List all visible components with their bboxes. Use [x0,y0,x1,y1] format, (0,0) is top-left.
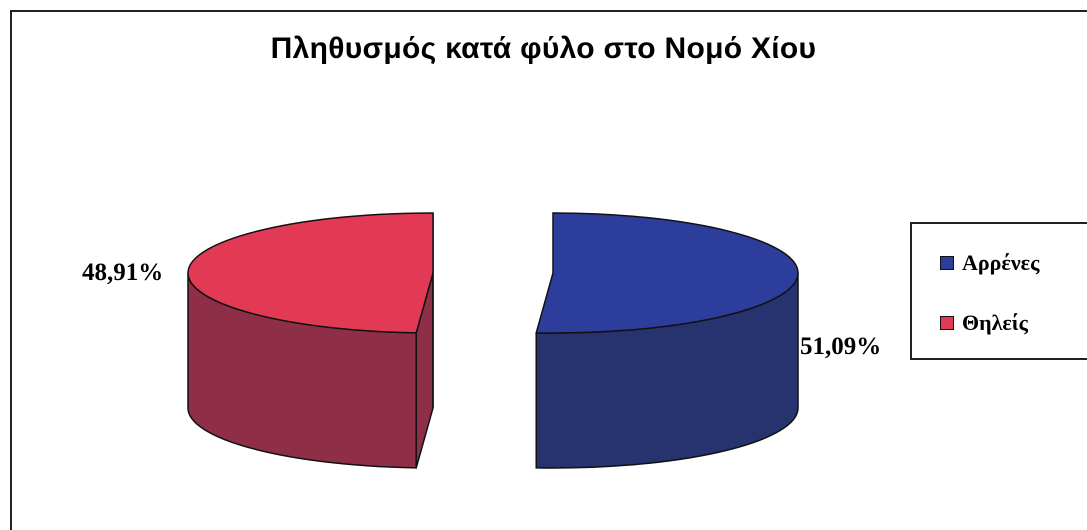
pie-slice-arrenes [535,212,799,469]
pie-top-arrenes [535,212,799,334]
legend-item-theleis: Θηλείς [940,310,1028,336]
chart-frame [10,10,1087,530]
legend-swatch-theleis [940,316,954,330]
legend: Αρρένες Θηλείς [910,222,1087,360]
legend-item-arrenes: Αρρένες [940,250,1039,276]
pie-slice-theleis [187,212,434,469]
legend-swatch-arrenes [940,256,954,270]
legend-label-theleis: Θηλείς [962,310,1028,335]
pie-top-theleis [187,212,434,334]
chart-title: Πληθυσμός κατά φύλο στο Νομό Χίου [270,32,817,65]
legend-label-arrenes: Αρρένες [962,250,1040,275]
data-label-arrenes: 51,09% [800,333,882,360]
data-label-theleis: 48,91% [82,259,164,286]
